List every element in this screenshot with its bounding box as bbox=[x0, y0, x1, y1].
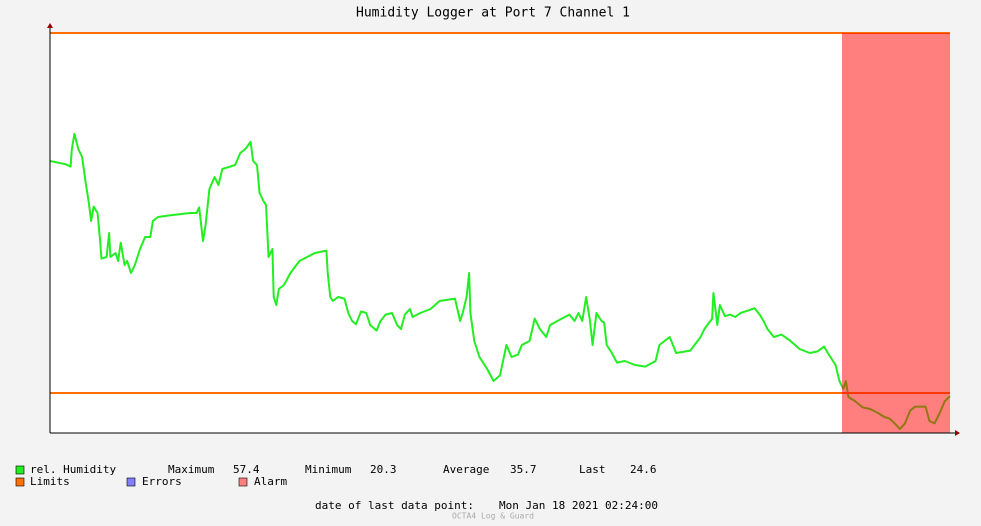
alarm-region bbox=[842, 33, 950, 433]
stat-value: 57.4 bbox=[233, 463, 260, 476]
legend-swatch bbox=[15, 465, 25, 475]
last-point-label: date of last data point: bbox=[315, 499, 474, 512]
legend-label: Alarm bbox=[254, 475, 287, 488]
stat-name: Minimum bbox=[305, 463, 352, 476]
plot-area bbox=[50, 33, 950, 433]
chart-title: Humidity Logger at Port 7 Channel 1 bbox=[356, 6, 630, 21]
watermark: OCTA4 Log & Guard bbox=[452, 512, 534, 521]
stat-value: 24.6 bbox=[630, 463, 657, 476]
x-axis-arrow bbox=[955, 430, 960, 436]
legend-swatch bbox=[238, 477, 248, 487]
last-point-value: Mon Jan 18 2021 02:24:00 bbox=[499, 499, 658, 512]
axes bbox=[47, 23, 960, 436]
marks bbox=[49, 32, 951, 433]
stat-value: 35.7 bbox=[510, 463, 537, 476]
legend: rel. Humidity Maximum 57.4 Minimum 20.3 Avera… bbox=[15, 463, 658, 521]
legend-label: Errors bbox=[142, 475, 182, 488]
data-line bbox=[49, 132, 951, 430]
y-axis-arrow bbox=[47, 23, 53, 28]
stat-name: Last bbox=[579, 463, 606, 476]
stat-name: Average bbox=[443, 463, 489, 476]
stat-name: Maximum bbox=[168, 463, 215, 476]
legend-label: Limits bbox=[30, 475, 70, 488]
legend-swatch bbox=[126, 477, 136, 487]
legend-label: rel. Humidity bbox=[30, 463, 116, 476]
legend-swatch bbox=[15, 477, 25, 487]
stat-value: 20.3 bbox=[370, 463, 397, 476]
